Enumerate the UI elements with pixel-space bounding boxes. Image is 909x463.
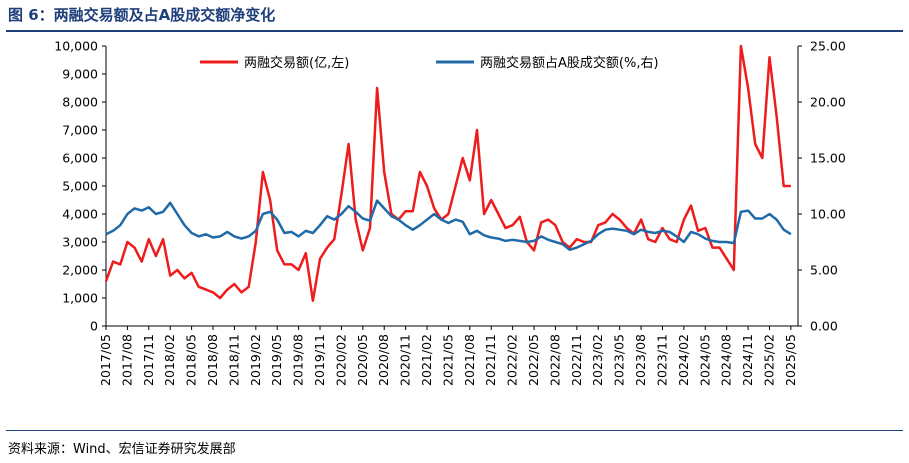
left-tick-label: 10,000 [54, 39, 98, 54]
source-note: 资料来源：Wind、宏信证券研究发展部 [8, 442, 236, 457]
x-tick-label: 2018/05 [184, 334, 199, 386]
x-tick-label: 2024/05 [697, 334, 712, 386]
x-tick-label: 2018/08 [205, 334, 220, 386]
left-tick-label: 8,000 [62, 95, 98, 110]
x-tick-label: 2024/02 [676, 334, 691, 386]
x-tick-label: 2019/02 [248, 334, 263, 386]
x-tick-label: 2017/08 [119, 334, 134, 386]
title-rule [6, 30, 903, 32]
right-tick-label: 25.00 [810, 39, 846, 54]
x-tick-label: 2018/11 [226, 334, 241, 386]
x-tick-label: 2021/02 [419, 334, 434, 386]
series-line-margin-share [105, 199, 792, 252]
x-tick-label: 2017/05 [98, 334, 113, 386]
x-tick-label: 2023/08 [633, 334, 648, 386]
right-tick-label: 5.00 [810, 263, 838, 278]
left-tick-label: 4,000 [62, 207, 98, 222]
left-tick-label: 1,000 [62, 291, 98, 306]
x-tick-label: 2023/05 [612, 334, 627, 386]
x-tick-label: 2024/11 [740, 334, 755, 386]
x-tick-label: 2021/08 [462, 334, 477, 386]
legend: 两融交易额(亿,左) 两融交易额占A股成交额(%,右) [200, 55, 659, 71]
x-tick-label: 2021/11 [483, 334, 498, 386]
x-tick-label: 2018/02 [162, 334, 177, 386]
x-tick-label: 2019/08 [291, 334, 306, 386]
x-tick-label: 2020/02 [333, 334, 348, 386]
legend-label: 两融交易额(亿,左) [244, 55, 349, 71]
right-tick-label: 0.00 [810, 319, 838, 334]
x-tick-label: 2020/08 [376, 334, 391, 386]
left-tick-label: 0 [90, 319, 98, 334]
x-tick-label: 2022/02 [505, 334, 520, 386]
x-tick-label: 2021/05 [440, 334, 455, 386]
x-tick-label: 2020/11 [398, 334, 413, 386]
x-tick-label: 2022/08 [547, 334, 562, 386]
x-tick-label: 2025/05 [783, 334, 798, 386]
figure-title: 图 6：两融交易额及占A股成交额净变化 [8, 6, 276, 24]
x-tick-label: 2022/11 [569, 334, 584, 386]
left-tick-label: 5,000 [62, 179, 98, 194]
x-tick-label: 2025/02 [761, 334, 776, 386]
series-line-margin-volume [104, 44, 791, 303]
x-tick-label: 2020/05 [355, 334, 370, 386]
x-tick-label: 2022/05 [526, 334, 541, 386]
right-tick-label: 20.00 [810, 95, 846, 110]
source-rule [6, 430, 903, 431]
left-tick-label: 7,000 [62, 123, 98, 138]
x-tick-label: 2024/08 [719, 334, 734, 386]
x-tick-label: 2017/11 [141, 334, 156, 386]
left-tick-label: 2,000 [62, 263, 98, 278]
legend-label: 两融交易额占A股成交额(%,右) [480, 55, 659, 71]
right-tick-label: 15.00 [810, 151, 846, 166]
left-tick-label: 3,000 [62, 235, 98, 250]
x-tick-label: 2019/05 [269, 334, 284, 386]
x-tick-label: 2023/02 [590, 334, 605, 386]
axes: 0 1,000 2,000 3,000 4,000 5,000 6,000 7,000 8,00… [54, 39, 846, 386]
left-tick-label: 6,000 [62, 151, 98, 166]
left-tick-label: 9,000 [62, 67, 98, 82]
x-tick-label: 2019/11 [312, 334, 327, 386]
series-lines [104, 44, 792, 303]
x-tick-label: 2023/11 [654, 334, 669, 386]
right-tick-label: 10.00 [810, 207, 846, 222]
